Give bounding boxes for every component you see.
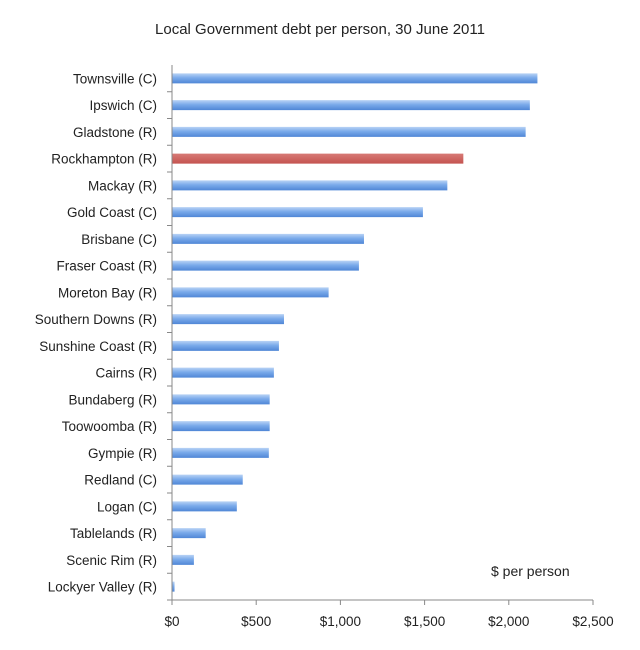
category-labels-group: Townsville (C) Ipswich (C) Gladstone (R) Ro… [35, 71, 157, 594]
category-label: Bundaberg (R) [68, 392, 157, 407]
x-tick-label: $0 [164, 614, 179, 629]
category-label: Tablelands (R) [70, 526, 157, 541]
bar-gladstone-r [172, 126, 526, 137]
category-label: Redland (C) [84, 473, 157, 488]
bar-ipswich-c [172, 100, 530, 111]
category-label: Southern Downs (R) [35, 312, 157, 327]
x-axis [171, 65, 593, 601]
category-label: Sunshine Coast (R) [39, 339, 157, 354]
category-label: Logan (C) [97, 499, 157, 514]
category-label: Gold Coast (C) [67, 205, 157, 220]
bar-moreton-bay-r [172, 287, 329, 298]
bar-townsville-c [172, 73, 538, 84]
bar-logan-c [172, 501, 237, 512]
x-tick-label: $2,000 [488, 614, 529, 629]
units-annotation: $ per person [491, 563, 570, 579]
x-tick-label: $1,000 [320, 614, 361, 629]
bar-cairns-r [172, 367, 274, 378]
category-label: Moreton Bay (R) [58, 285, 157, 300]
category-label: Ipswich (C) [89, 98, 157, 113]
bar-redland-c [172, 474, 243, 485]
chart-title: Local Government debt per person, 30 Jun… [155, 21, 485, 38]
x-tick-label: $2,500 [572, 614, 613, 629]
category-label: Mackay (R) [88, 178, 157, 193]
bar-toowoomba-r [172, 421, 270, 432]
x-tick-label: $500 [241, 614, 271, 629]
category-label: Fraser Coast (R) [56, 259, 157, 274]
bar-southern-downs-r [172, 314, 284, 325]
bar-mackay-r [172, 180, 448, 191]
category-label: Cairns (R) [95, 366, 157, 381]
bar-scenic-rim-r [172, 554, 194, 565]
bars-group [172, 73, 538, 592]
bar-brisbane-c [172, 233, 364, 244]
bar-rockhampton-r [172, 153, 464, 164]
category-label: Brisbane (C) [81, 232, 157, 247]
category-label: Toowoomba (R) [62, 419, 157, 434]
x-ticks-group: $0 $500 $1,000 $1,500 $2,000 $2,500 [164, 91, 614, 629]
category-label: Gladstone (R) [73, 125, 157, 140]
x-tick-label: $1,500 [404, 614, 445, 629]
bar-gympie-r [172, 447, 269, 458]
category-label: Scenic Rim (R) [66, 553, 157, 568]
category-label: Townsville (C) [73, 71, 157, 86]
bar-lockyer-valley-r [172, 581, 175, 592]
bar-sunshine-coast-r [172, 340, 279, 351]
bar-fraser-coast-r [172, 260, 359, 271]
category-label: Lockyer Valley (R) [48, 580, 157, 595]
category-label: Gympie (R) [88, 446, 157, 461]
bar-bundaberg-r [172, 394, 270, 405]
category-label: Rockhampton (R) [51, 152, 157, 167]
bar-gold-coast-c [172, 207, 423, 218]
bar-tablelands-r [172, 528, 206, 539]
